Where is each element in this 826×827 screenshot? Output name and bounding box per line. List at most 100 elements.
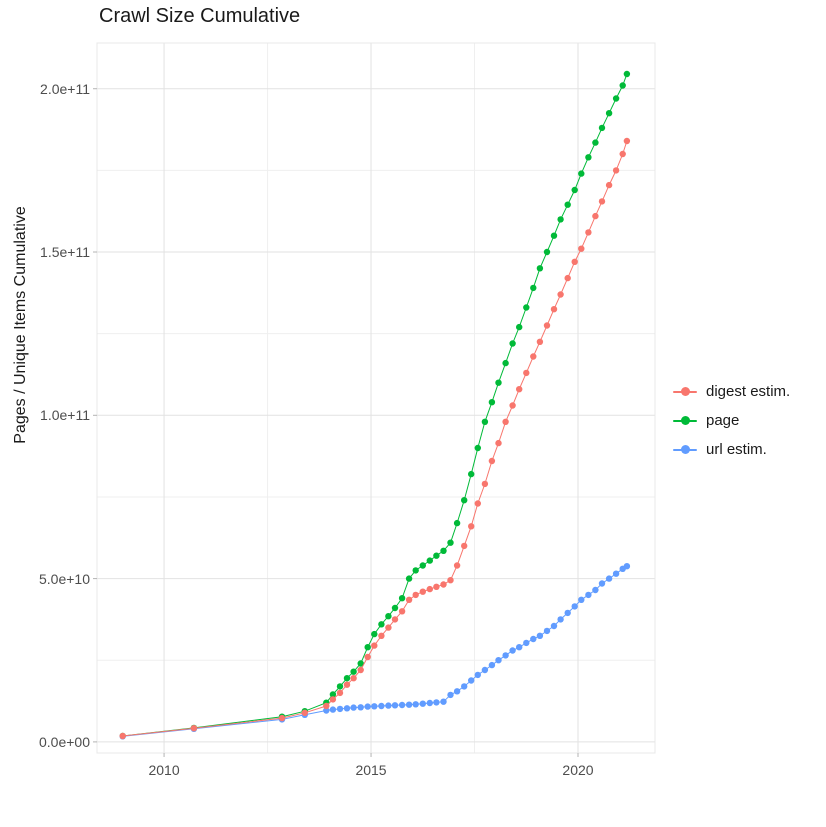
- data-point: [536, 265, 544, 272]
- data-point: [447, 577, 454, 584]
- data-point: [543, 248, 551, 256]
- data-point: [350, 668, 357, 675]
- data-point: [557, 616, 564, 623]
- data-point: [419, 562, 426, 569]
- y-tick-label: 5.0e+10: [39, 570, 90, 587]
- y-tick-label: 0.0e+00: [39, 733, 90, 750]
- data-point: [516, 644, 523, 651]
- data-point: [385, 624, 392, 631]
- data-point: [585, 154, 592, 161]
- legend-label: url estim.: [706, 441, 767, 458]
- x-tick-label: 2015: [355, 762, 387, 778]
- legend-item-url-estim: url estim.: [672, 435, 790, 464]
- y-tick-label: 2.0e+11: [40, 80, 90, 97]
- data-point: [564, 201, 571, 208]
- data-point: [481, 666, 489, 674]
- data-point: [523, 639, 530, 647]
- x-tick-label: 2010: [148, 762, 180, 778]
- data-point: [357, 704, 364, 711]
- data-point: [530, 635, 537, 643]
- legend-point-icon: [680, 416, 690, 425]
- panel-border: [96, 42, 656, 754]
- data-point: [398, 701, 406, 709]
- data-point: [391, 616, 399, 623]
- data-point: [385, 613, 392, 620]
- data-point: [495, 657, 502, 664]
- data-point: [557, 291, 564, 298]
- data-point: [398, 595, 406, 602]
- data-point: [190, 725, 198, 732]
- data-point: [557, 216, 564, 223]
- data-point: [481, 480, 489, 488]
- legend-key: [672, 379, 698, 405]
- data-point: [474, 444, 481, 452]
- data-point: [371, 703, 378, 710]
- data-point: [329, 706, 337, 713]
- data-point: [343, 681, 351, 688]
- data-point: [412, 591, 419, 599]
- data-point: [329, 691, 337, 698]
- data-point: [336, 683, 344, 690]
- data-point: [371, 630, 378, 638]
- data-point: [550, 306, 558, 313]
- data-point: [530, 284, 537, 292]
- legend-label: digest estim.: [706, 383, 791, 400]
- series-digest-estim-: [119, 137, 631, 740]
- data-point: [119, 732, 126, 740]
- data-point: [550, 232, 558, 239]
- data-point: [474, 671, 481, 679]
- data-point: [578, 596, 585, 603]
- series-url-estim-: [119, 563, 631, 740]
- data-point: [453, 519, 461, 527]
- data-point: [468, 677, 475, 684]
- data-point: [481, 418, 489, 425]
- data-point: [516, 323, 523, 331]
- data-point: [612, 167, 620, 174]
- data-point: [447, 691, 454, 699]
- data-point: [323, 707, 330, 714]
- data-point: [536, 338, 544, 345]
- data-point: [378, 702, 385, 710]
- data-point: [502, 359, 509, 367]
- data-point: [592, 139, 599, 146]
- data-point: [605, 181, 613, 189]
- data-point: [623, 70, 631, 78]
- legend-point-icon: [680, 387, 690, 396]
- data-point: [578, 245, 585, 252]
- data-point: [343, 675, 351, 682]
- data-point: [336, 705, 344, 713]
- data-point: [378, 632, 385, 639]
- data-point: [371, 642, 378, 649]
- chart-title: Crawl Size Cumulative: [99, 5, 301, 27]
- data-point: [502, 418, 509, 425]
- data-point: [426, 585, 433, 593]
- data-point: [433, 699, 440, 706]
- data-point: [598, 580, 606, 587]
- data-point: [598, 124, 606, 132]
- data-point: [571, 603, 578, 610]
- data-point: [474, 500, 481, 507]
- data-point: [350, 704, 357, 711]
- data-point: [509, 340, 516, 347]
- data-point: [468, 470, 475, 478]
- data-point: [623, 563, 631, 570]
- data-point: [440, 698, 447, 705]
- data-point: [453, 688, 461, 695]
- data-point: [364, 703, 371, 710]
- data-point: [426, 699, 433, 707]
- data-point: [426, 557, 433, 564]
- data-point: [378, 621, 385, 628]
- data-point: [495, 379, 502, 386]
- data-point: [488, 399, 496, 406]
- data-point: [301, 709, 308, 716]
- data-point: [488, 457, 496, 465]
- data-point: [461, 497, 468, 504]
- data-point: [536, 632, 544, 639]
- data-point: [598, 198, 606, 205]
- data-point: [543, 627, 551, 635]
- data-point: [502, 652, 509, 659]
- data-point: [419, 700, 426, 707]
- legend-key: [672, 408, 698, 434]
- data-point: [440, 547, 447, 554]
